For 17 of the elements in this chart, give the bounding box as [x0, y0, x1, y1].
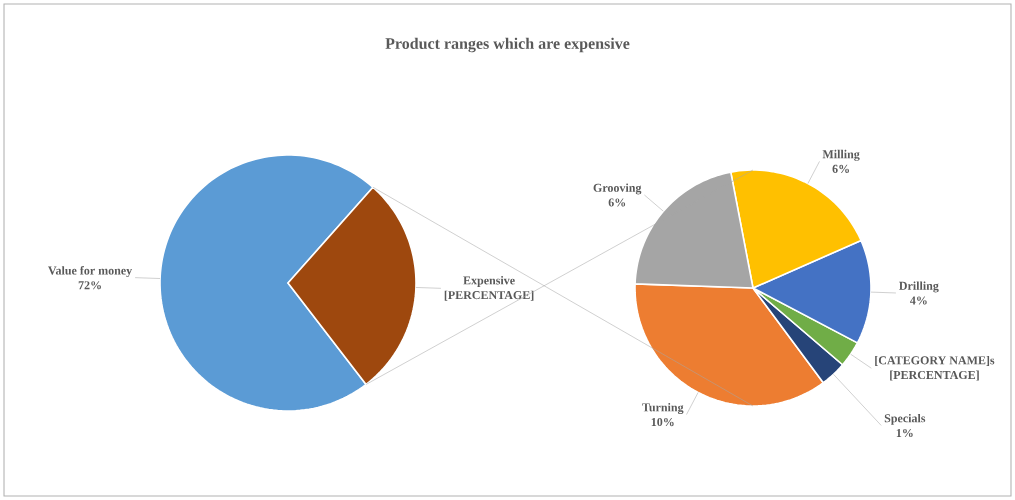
data-label: 1% [896, 428, 913, 438]
slice-label: Grooving [593, 183, 642, 195]
slice-label: Turning [642, 403, 684, 414]
data-label: 10% [651, 418, 674, 427]
slice-label: Value for money [48, 266, 133, 278]
slice-label: Expensive [463, 276, 515, 287]
data-label: 6% [832, 164, 849, 173]
data-label: [PERCENTAGE] [890, 370, 979, 381]
slice-label: Milling [822, 149, 860, 161]
data-label: [PERCENTAGE] [444, 290, 534, 301]
slice-label: [CATEGORY NAME]s [875, 355, 995, 366]
slice-label: Specials [884, 413, 926, 425]
data-label: 6% [608, 198, 626, 207]
data-label: 72% [78, 281, 101, 290]
data-label: 4% [910, 296, 927, 305]
chart-title: Product ranges which are expensive [385, 37, 630, 53]
slice-label: Drilling [899, 281, 939, 293]
